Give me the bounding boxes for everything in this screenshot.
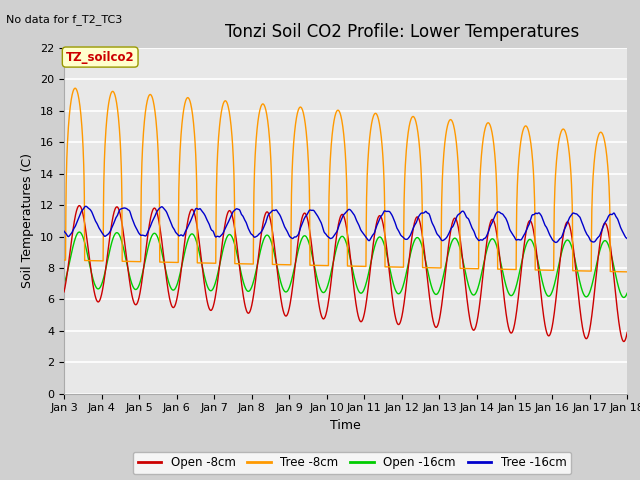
Text: TZ_soilco2: TZ_soilco2 <box>66 50 134 63</box>
Text: No data for f_T2_TC3: No data for f_T2_TC3 <box>6 14 123 25</box>
Title: Tonzi Soil CO2 Profile: Lower Temperatures: Tonzi Soil CO2 Profile: Lower Temperatur… <box>225 23 579 41</box>
Legend: Open -8cm, Tree -8cm, Open -16cm, Tree -16cm: Open -8cm, Tree -8cm, Open -16cm, Tree -… <box>133 452 571 474</box>
Y-axis label: Soil Temperatures (C): Soil Temperatures (C) <box>22 153 35 288</box>
X-axis label: Time: Time <box>330 419 361 432</box>
